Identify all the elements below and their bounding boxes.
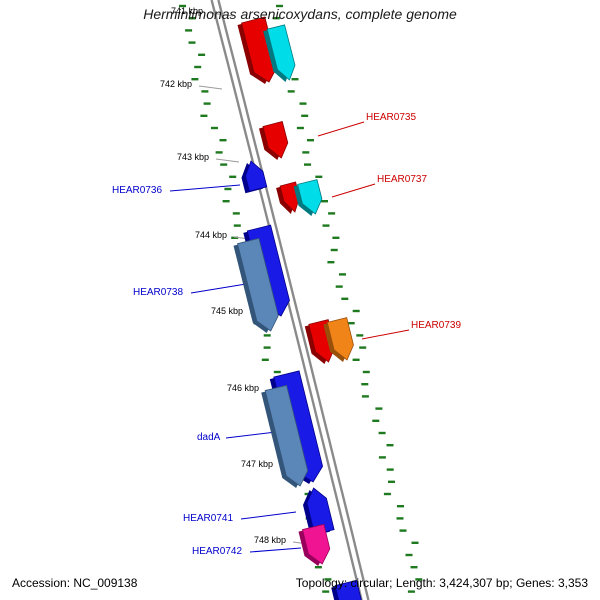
gene-label-leader [190,283,247,294]
plot-dash-left [200,114,208,117]
plot-dash-left [203,102,211,105]
gene-arrow-dadA-steel[interactable] [264,384,309,487]
gene-arrow-HEAR0738-steel[interactable] [237,237,279,332]
gene-label-leader [331,183,376,198]
plot-dash-right [296,126,304,130]
plot-dash-left [324,578,332,581]
gene-arrow-cds-748-blue[interactable] [334,579,362,600]
plot-dash-right [352,358,360,361]
status-accession: Accession: NC_009138 [12,576,138,590]
plot-dash-right [378,431,386,435]
plot-dash-left [185,29,193,32]
plot-dash-right [397,505,404,508]
plot-dash-right [388,480,395,483]
plot-dash-right [399,529,407,532]
plot-dash-right [372,419,380,422]
plot-dash-right [304,163,311,166]
plot-dash-right [339,273,346,276]
status-bar: Accession: NC_009138 Topology: circular;… [0,574,600,600]
plot-dash-left [211,126,218,130]
gene-arrow-HEAR0739[interactable] [326,317,354,361]
plot-dash-right [383,492,391,496]
plot-dash-right [330,248,338,252]
plot-dash-right [299,102,307,105]
plot-dash-left [191,78,199,81]
plot-dash-left [219,139,227,142]
plot-dash-right [272,17,280,20]
plot-dash-right [361,383,369,386]
plot-dash-right [361,395,369,398]
plot-dash-left [179,4,186,8]
plot-dash-right [359,346,367,349]
plot-dash-right [407,590,415,593]
ruler-tick-line [215,158,240,163]
plot-dash-left [232,212,240,215]
plot-dash-left [215,151,223,154]
plot-dash-left [261,358,269,361]
gene-arrow-HEAR0735[interactable] [262,121,289,159]
gene-label-leader [317,121,365,137]
plot-dash-right [335,285,343,288]
plot-dash-left [233,224,241,227]
status-summary: Topology: circular; Length: 3,424,307 bp… [295,576,588,590]
plot-dash-right [378,456,386,459]
plot-dash-right [327,261,335,264]
gene-label-leader [249,547,302,553]
plot-dash-right [301,114,309,117]
plot-dash-left [322,590,330,593]
plot-dash-left [263,346,271,349]
plot-dash-right [322,224,330,227]
plot-dash-left [263,334,271,337]
page-title: Herminiimonas arsenicoxydans, complete g… [143,6,457,22]
plot-dash-right [287,90,295,93]
plot-dash-right [276,4,283,8]
plot-dash-right [321,200,328,203]
genome-backbone [217,0,370,600]
plot-dash-right [411,541,419,544]
gene-label-leader [169,184,241,192]
ruler-tick-line [209,12,234,17]
plot-dash-right [386,444,394,447]
plot-dash-right [352,309,360,313]
plot-dash-right [302,151,310,154]
plot-dash-left [314,566,322,569]
plot-dash-right [356,334,364,337]
gene-arrow-cds-741-cyan[interactable] [266,24,296,81]
plot-dash-left [229,175,237,178]
plot-dash-right [386,468,394,471]
plot-dash-left [222,200,230,203]
plot-dash-right [410,566,418,569]
plot-dash-right [291,78,299,81]
plot-dash-left [231,236,239,239]
gene-arrow-HEAR0737[interactable] [297,179,323,215]
plot-dash-left [188,41,196,44]
gene-label-leader [240,511,297,520]
gene-label-leader [225,431,277,439]
plot-dash-left [220,163,228,166]
plot-dash-right [307,139,314,142]
plot-dash-right [341,297,349,300]
plot-dash-right [328,212,336,215]
plot-dash-left [188,17,196,20]
plot-dash-right [315,175,323,178]
plot-dash-right [375,407,383,410]
plot-dash-left [273,370,281,374]
gene-label-leader [361,329,410,340]
plot-dash-right [405,553,413,557]
plot-dash-left [201,90,209,93]
plot-dash-left [198,53,206,56]
plot-dash-left [224,187,232,191]
gene-arrow-HEAR0742[interactable] [302,523,331,565]
gene-arrow-HEAR0741[interactable] [306,487,335,535]
plot-dash-left [194,65,202,69]
plot-dash-right [332,236,340,239]
plot-dash-right [415,578,423,581]
plot-dash-right [362,370,370,374]
plot-dash-right [396,517,404,520]
plot-dash-right [347,322,355,325]
ruler-tick-line [198,85,223,90]
gene-arrow-HEAR0736[interactable] [245,160,268,192]
